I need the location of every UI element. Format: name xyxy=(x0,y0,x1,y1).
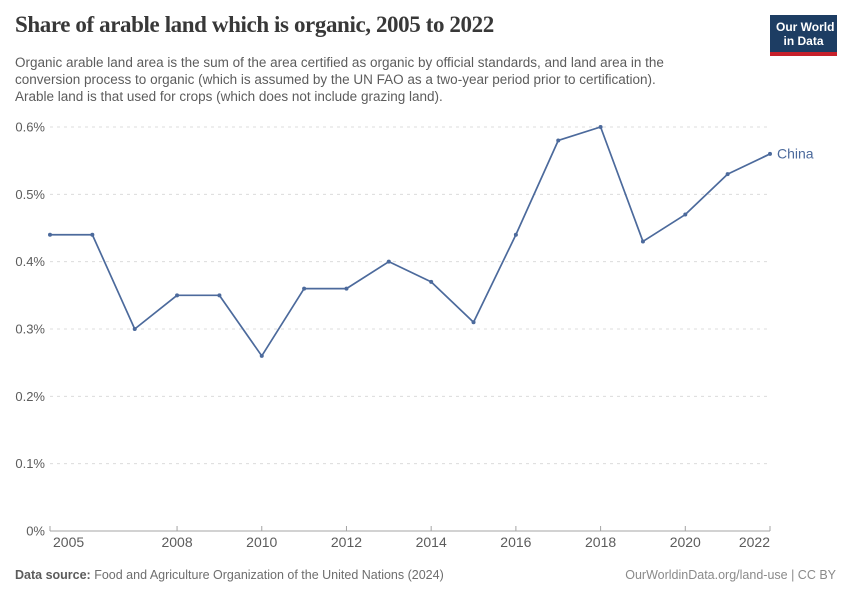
data-point[interactable] xyxy=(683,212,688,217)
data-point[interactable] xyxy=(175,293,180,298)
x-tick-label: 2005 xyxy=(53,534,84,550)
x-tick-label: 2008 xyxy=(161,534,192,550)
y-tick-label: 0.5% xyxy=(15,187,45,202)
data-point[interactable] xyxy=(640,239,645,244)
line-series-china[interactable] xyxy=(49,126,771,357)
chart-subtitle: Organic arable land area is the sum of t… xyxy=(15,54,664,105)
chart-title: Share of arable land which is organic, 2… xyxy=(15,12,494,37)
data-point[interactable] xyxy=(259,353,264,358)
chart-footer: Data source: Food and Agriculture Organi… xyxy=(15,568,836,582)
credit-link[interactable]: OurWorldinData.org/land-use | CC BY xyxy=(625,568,836,582)
data-point[interactable] xyxy=(90,232,95,237)
y-tick-label: 0% xyxy=(26,524,45,539)
data-point[interactable] xyxy=(513,232,518,237)
datasource-label: Data source: xyxy=(15,568,91,582)
x-tick-label: 2014 xyxy=(416,534,447,550)
x-tick-label: 2010 xyxy=(246,534,277,550)
data-point[interactable] xyxy=(132,327,137,331)
x-tick-label: 2020 xyxy=(670,534,701,550)
data-point[interactable] xyxy=(768,151,772,156)
data-point[interactable] xyxy=(429,279,434,284)
owid-logo[interactable]: Our World in Data xyxy=(770,15,837,57)
x-tick-label: 2012 xyxy=(331,534,362,550)
datasource-value[interactable]: Food and Agriculture Organization of the… xyxy=(94,568,444,582)
datasource: Data source: Food and Agriculture Organi… xyxy=(15,568,444,582)
data-point[interactable] xyxy=(725,172,730,177)
data-point[interactable] xyxy=(217,293,222,298)
y-tick-label: 0.1% xyxy=(15,456,45,471)
x-tick-label: 2018 xyxy=(585,534,616,550)
series-label-china[interactable]: China xyxy=(777,145,814,161)
owid-logo-line2: in Data xyxy=(783,34,824,49)
data-point[interactable] xyxy=(302,286,307,291)
subtitle-line: Arable land is that used for crops (whic… xyxy=(15,89,443,104)
data-point[interactable] xyxy=(344,286,349,291)
x-tick-label: 2022 xyxy=(739,534,770,550)
x-tick-label: 2016 xyxy=(500,534,531,550)
y-tick-label: 0.2% xyxy=(15,389,45,404)
y-tick-label: 0.3% xyxy=(15,322,45,337)
plot-area[interactable]: 0% 0.1% 0.2% 0.3% 0.4% 0.5% 0.6% 2005 2008 2010 20… xyxy=(0,0,850,560)
y-tick-label: 0.6% xyxy=(15,120,45,135)
data-point[interactable] xyxy=(386,259,391,264)
data-point[interactable] xyxy=(556,138,561,143)
data-point[interactable] xyxy=(471,320,476,325)
subtitle-line: conversion process to organic (which is … xyxy=(15,72,656,87)
subtitle-line: Organic arable land area is the sum of t… xyxy=(15,55,664,70)
data-point[interactable] xyxy=(598,125,603,129)
y-tick-label: 0.4% xyxy=(15,254,45,269)
data-point[interactable] xyxy=(48,232,52,237)
owid-logo-line1: Our World xyxy=(776,20,835,34)
